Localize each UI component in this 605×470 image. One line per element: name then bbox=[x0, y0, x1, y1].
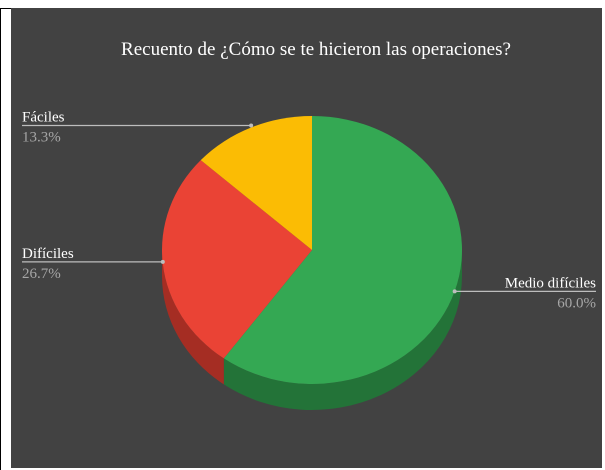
pie-slice-faciles[interactable] bbox=[200, 116, 312, 250]
border-top-line bbox=[0, 8, 12, 9]
pie-side-medio-dificiles bbox=[223, 250, 462, 410]
slice-label-medio-dificiles: Medio difíciles bbox=[505, 275, 596, 291]
pie-labels-group: Medio difíciles 60.0% Difíciles 26.7% Fácile… bbox=[22, 110, 596, 311]
slice-percent-dificiles: 26.7% bbox=[22, 266, 61, 282]
pie-side-group bbox=[162, 250, 462, 410]
slice-percent-medio-dificiles: 60.0% bbox=[557, 295, 596, 311]
pie-slice-dificiles[interactable] bbox=[161, 160, 312, 359]
slice-label-dificiles: Difíciles bbox=[22, 246, 74, 262]
chart-title: Recuento de ¿Cómo se te hicieron las ope… bbox=[121, 39, 511, 60]
pie-slices-group bbox=[161, 116, 462, 384]
callout-dot-dificiles bbox=[160, 259, 165, 264]
pie-side-dificiles bbox=[162, 250, 224, 385]
callout-dot-faciles bbox=[249, 123, 254, 128]
border-left-line bbox=[0, 8, 1, 470]
slice-percent-faciles: 13.3% bbox=[22, 130, 61, 146]
slice-label-faciles: Fáciles bbox=[22, 110, 65, 126]
callout-dot-medio-dificiles bbox=[452, 289, 457, 294]
pie-slice-medio-dificiles[interactable] bbox=[223, 116, 462, 384]
